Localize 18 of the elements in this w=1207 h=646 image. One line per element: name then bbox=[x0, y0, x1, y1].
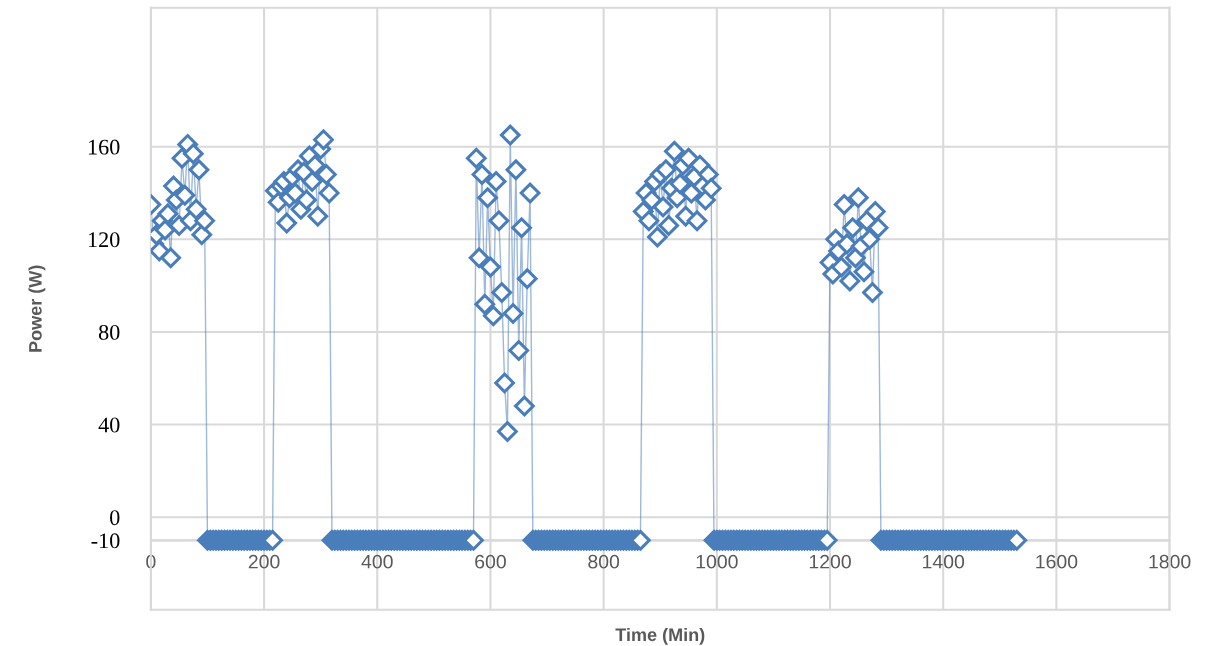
x-tick-label: 1200 bbox=[809, 554, 851, 569]
y-tick-label: 160 bbox=[88, 139, 120, 155]
y-axis-title: Power (W) bbox=[28, 265, 46, 352]
x-tick-label: 600 bbox=[475, 554, 506, 569]
x-axis-title: Time (Min) bbox=[615, 627, 705, 645]
x-tick-label: 1600 bbox=[1036, 554, 1078, 569]
y-tick-label: -10 bbox=[91, 533, 120, 549]
y-tick-label: 120 bbox=[88, 232, 120, 248]
x-tick-label: 1400 bbox=[923, 554, 965, 569]
x-tick-label: 1000 bbox=[696, 554, 738, 569]
x-tick-label: 1800 bbox=[1149, 554, 1191, 569]
x-tick-label: 0 bbox=[146, 554, 156, 569]
x-tick-label: 800 bbox=[588, 554, 620, 569]
y-tick-label: 80 bbox=[98, 324, 120, 340]
x-tick-label: 400 bbox=[361, 554, 393, 569]
y-tick-label: 40 bbox=[98, 417, 120, 433]
y-tick-label: 0 bbox=[110, 510, 120, 526]
x-tick-label: 200 bbox=[248, 554, 280, 569]
